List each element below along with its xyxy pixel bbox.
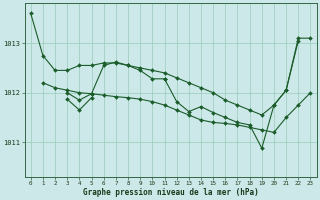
X-axis label: Graphe pression niveau de la mer (hPa): Graphe pression niveau de la mer (hPa) (83, 188, 259, 197)
